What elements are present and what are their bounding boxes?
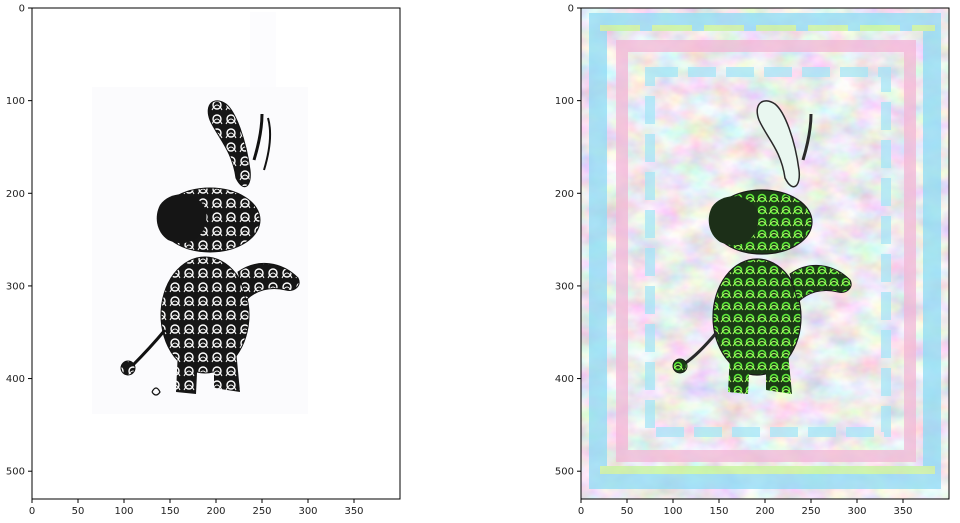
left-y-axis: 0 100 200 300 400 500 bbox=[6, 4, 32, 478]
right-x-tick-label: 300 bbox=[847, 506, 866, 517]
right-x-axis: 0 50 100 150 200 250 300 350 bbox=[578, 499, 913, 517]
left-x-tick-label: 0 bbox=[29, 506, 35, 517]
right-x-tick-label: 150 bbox=[709, 506, 728, 517]
left-y-tick-label: 200 bbox=[6, 189, 25, 200]
left-x-tick-label: 50 bbox=[72, 506, 85, 517]
right-y-tick-label: 400 bbox=[555, 374, 574, 385]
right-y-tick-label: 0 bbox=[568, 4, 574, 15]
right-x-tick-label: 50 bbox=[621, 506, 634, 517]
left-x-tick-label: 150 bbox=[160, 506, 179, 517]
left-image-panel: 0 50 100 150 200 250 300 350 0 100 200 300 400 500 bbox=[6, 4, 400, 518]
left-y-tick-label: 500 bbox=[6, 467, 25, 478]
left-y-tick-label: 300 bbox=[6, 281, 25, 292]
left-x-tick-label: 250 bbox=[252, 506, 271, 517]
left-x-tick-label: 200 bbox=[206, 506, 225, 517]
right-x-tick-label: 250 bbox=[801, 506, 820, 517]
left-x-tick-label: 100 bbox=[114, 506, 133, 517]
right-y-tick-label: 100 bbox=[555, 96, 574, 107]
right-y-tick-label: 200 bbox=[555, 189, 574, 200]
left-x-tick-label: 350 bbox=[344, 506, 363, 517]
left-x-axis: 0 50 100 150 200 250 300 350 bbox=[29, 499, 364, 517]
right-x-tick-label: 350 bbox=[893, 506, 912, 517]
left-x-tick-label: 300 bbox=[298, 506, 317, 517]
right-x-tick-label: 200 bbox=[755, 506, 774, 517]
right-y-tick-label: 300 bbox=[555, 281, 574, 292]
left-y-tick-label: 0 bbox=[19, 4, 25, 15]
right-x-tick-label: 100 bbox=[663, 506, 682, 517]
right-y-axis: 0 100 200 300 400 500 bbox=[555, 4, 581, 478]
right-x-tick-label: 0 bbox=[578, 506, 584, 517]
right-y-tick-label: 500 bbox=[555, 467, 574, 478]
left-y-tick-label: 400 bbox=[6, 374, 25, 385]
right-image-panel: 0 50 100 150 200 250 300 350 0 100 200 300 400 500 bbox=[555, 4, 949, 518]
left-y-tick-label: 100 bbox=[6, 96, 25, 107]
